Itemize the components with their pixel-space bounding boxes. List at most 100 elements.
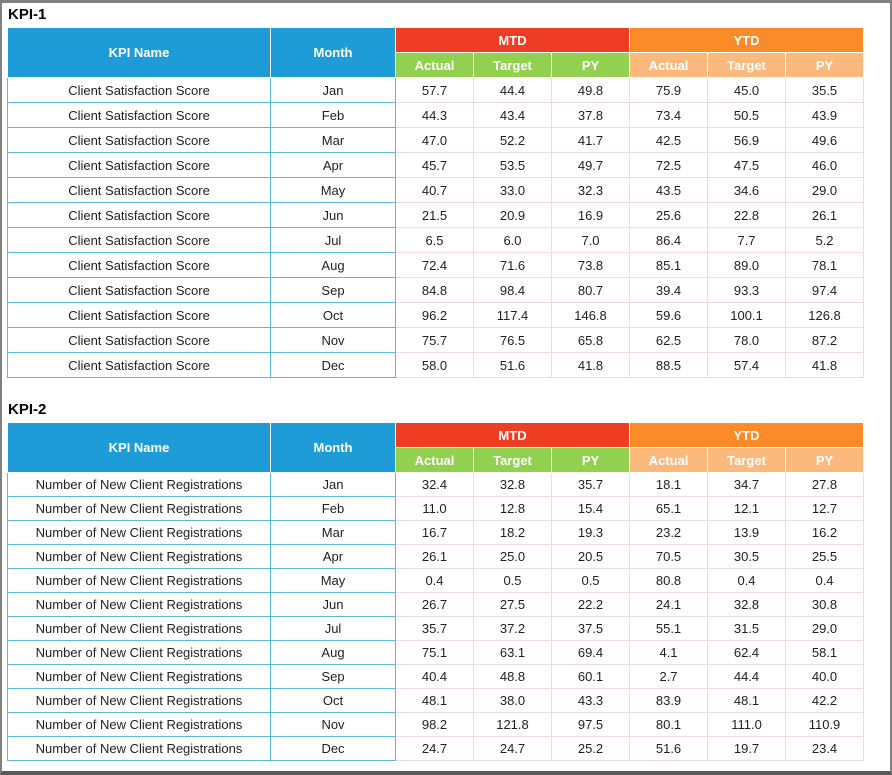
value-cell[interactable]: 96.2: [395, 302, 474, 328]
value-cell[interactable]: 49.6: [785, 127, 865, 153]
value-cell[interactable]: 58.1: [785, 640, 865, 665]
value-cell[interactable]: 43.9: [785, 102, 865, 128]
value-cell[interactable]: 72.4: [395, 252, 474, 278]
value-cell[interactable]: 12.1: [707, 496, 787, 521]
ytd-target-header[interactable]: Target: [707, 447, 787, 473]
value-cell[interactable]: 41.7: [550, 127, 631, 153]
kpi-name-header[interactable]: KPI Name: [7, 422, 271, 473]
month-cell[interactable]: Feb: [270, 102, 396, 128]
value-cell[interactable]: 22.2: [550, 592, 631, 617]
value-cell[interactable]: 50.5: [707, 102, 787, 128]
value-cell[interactable]: 26.7: [395, 592, 474, 617]
value-cell[interactable]: 72.5: [629, 152, 709, 178]
value-cell[interactable]: 19.7: [707, 736, 787, 761]
value-cell[interactable]: 27.8: [785, 472, 865, 497]
value-cell[interactable]: 86.4: [629, 227, 709, 253]
value-cell[interactable]: 34.6: [707, 177, 787, 203]
month-cell[interactable]: Aug: [270, 640, 396, 665]
value-cell[interactable]: 97.5: [550, 712, 631, 737]
value-cell[interactable]: 84.8: [395, 277, 474, 303]
month-cell[interactable]: May: [270, 568, 396, 593]
value-cell[interactable]: 23.2: [629, 520, 709, 545]
kpi-name-cell[interactable]: Client Satisfaction Score: [7, 277, 271, 303]
value-cell[interactable]: 30.5: [707, 544, 787, 569]
value-cell[interactable]: 6.0: [473, 227, 552, 253]
value-cell[interactable]: 80.1: [629, 712, 709, 737]
kpi-name-cell[interactable]: Client Satisfaction Score: [7, 127, 271, 153]
ytd-header[interactable]: YTD: [629, 422, 865, 448]
value-cell[interactable]: 7.7: [707, 227, 787, 253]
value-cell[interactable]: 44.4: [707, 664, 787, 689]
month-cell[interactable]: Nov: [270, 327, 396, 353]
value-cell[interactable]: 76.5: [473, 327, 552, 353]
month-header[interactable]: Month: [270, 27, 396, 78]
value-cell[interactable]: 48.8: [473, 664, 552, 689]
value-cell[interactable]: 40.4: [395, 664, 474, 689]
value-cell[interactable]: 65.8: [550, 327, 631, 353]
value-cell[interactable]: 75.1: [395, 640, 474, 665]
mtd-actual-header[interactable]: Actual: [395, 447, 474, 473]
value-cell[interactable]: 53.5: [473, 152, 552, 178]
value-cell[interactable]: 0.4: [707, 568, 787, 593]
value-cell[interactable]: 37.8: [550, 102, 631, 128]
value-cell[interactable]: 4.1: [629, 640, 709, 665]
value-cell[interactable]: 24.1: [629, 592, 709, 617]
value-cell[interactable]: 26.1: [785, 202, 865, 228]
value-cell[interactable]: 100.1: [707, 302, 787, 328]
value-cell[interactable]: 43.3: [550, 688, 631, 713]
kpi-name-cell[interactable]: Number of New Client Registrations: [7, 664, 271, 689]
kpi-name-cell[interactable]: Client Satisfaction Score: [7, 302, 271, 328]
kpi-name-cell[interactable]: Client Satisfaction Score: [7, 352, 271, 378]
month-cell[interactable]: Dec: [270, 352, 396, 378]
value-cell[interactable]: 47.0: [395, 127, 474, 153]
value-cell[interactable]: 60.1: [550, 664, 631, 689]
value-cell[interactable]: 25.0: [473, 544, 552, 569]
kpi-name-cell[interactable]: Client Satisfaction Score: [7, 102, 271, 128]
value-cell[interactable]: 59.6: [629, 302, 709, 328]
value-cell[interactable]: 42.5: [629, 127, 709, 153]
mtd-header[interactable]: MTD: [394, 27, 631, 53]
value-cell[interactable]: 117.4: [473, 302, 552, 328]
kpi-name-cell[interactable]: Number of New Client Registrations: [7, 688, 271, 713]
value-cell[interactable]: 70.5: [629, 544, 709, 569]
value-cell[interactable]: 88.5: [629, 352, 709, 378]
value-cell[interactable]: 33.0: [473, 177, 552, 203]
kpi-name-header[interactable]: KPI Name: [7, 27, 271, 78]
value-cell[interactable]: 5.2: [785, 227, 865, 253]
value-cell[interactable]: 57.7: [395, 77, 474, 103]
value-cell[interactable]: 39.4: [629, 277, 709, 303]
value-cell[interactable]: 12.7: [785, 496, 865, 521]
value-cell[interactable]: 80.8: [629, 568, 709, 593]
value-cell[interactable]: 32.8: [707, 592, 787, 617]
value-cell[interactable]: 38.0: [473, 688, 552, 713]
value-cell[interactable]: 19.3: [550, 520, 631, 545]
month-cell[interactable]: Oct: [270, 688, 396, 713]
value-cell[interactable]: 16.2: [785, 520, 865, 545]
value-cell[interactable]: 51.6: [473, 352, 552, 378]
kpi-name-cell[interactable]: Client Satisfaction Score: [7, 252, 271, 278]
value-cell[interactable]: 48.1: [707, 688, 787, 713]
value-cell[interactable]: 0.5: [473, 568, 552, 593]
month-cell[interactable]: Apr: [270, 152, 396, 178]
value-cell[interactable]: 32.8: [473, 472, 552, 497]
value-cell[interactable]: 30.8: [785, 592, 865, 617]
value-cell[interactable]: 62.5: [629, 327, 709, 353]
value-cell[interactable]: 29.0: [785, 616, 865, 641]
kpi-name-cell[interactable]: Number of New Client Registrations: [7, 472, 271, 497]
value-cell[interactable]: 13.9: [707, 520, 787, 545]
value-cell[interactable]: 20.5: [550, 544, 631, 569]
kpi-name-cell[interactable]: Number of New Client Registrations: [7, 640, 271, 665]
value-cell[interactable]: 41.8: [550, 352, 631, 378]
kpi-name-cell[interactable]: Client Satisfaction Score: [7, 327, 271, 353]
value-cell[interactable]: 73.8: [550, 252, 631, 278]
value-cell[interactable]: 26.1: [395, 544, 474, 569]
kpi-name-cell[interactable]: Client Satisfaction Score: [7, 227, 271, 253]
kpi-name-cell[interactable]: Number of New Client Registrations: [7, 616, 271, 641]
kpi-name-cell[interactable]: Number of New Client Registrations: [7, 496, 271, 521]
value-cell[interactable]: 65.1: [629, 496, 709, 521]
value-cell[interactable]: 56.9: [707, 127, 787, 153]
value-cell[interactable]: 32.4: [395, 472, 474, 497]
month-cell[interactable]: Aug: [270, 252, 396, 278]
value-cell[interactable]: 87.2: [785, 327, 865, 353]
value-cell[interactable]: 20.9: [473, 202, 552, 228]
